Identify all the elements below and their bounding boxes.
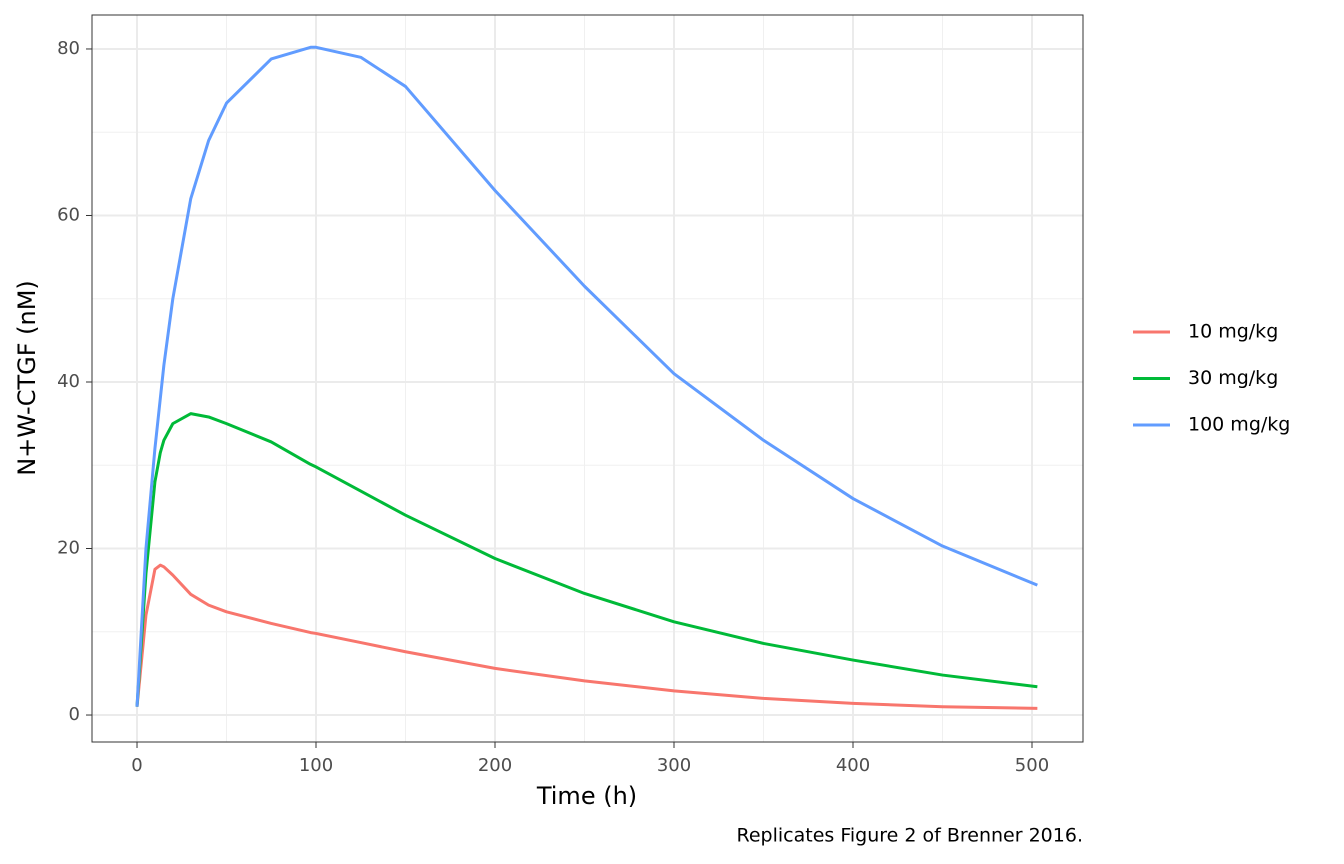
x-tick-label: 100 [299, 755, 333, 776]
series-line [135, 412, 1038, 707]
y-tick-label: 60 [57, 204, 80, 225]
y-tick-label: 80 [57, 38, 80, 59]
plot-border [91, 14, 1084, 743]
y-axis-title: N+W-CTGF (nM) [13, 280, 41, 476]
y-tick-label: 20 [57, 538, 80, 559]
legend-label: 100 mg/kg [1188, 414, 1290, 436]
legend-label: 30 mg/kg [1188, 367, 1278, 389]
legend-label: 10 mg/kg [1188, 321, 1278, 343]
x-tick-label: 300 [657, 755, 691, 776]
caption: Replicates Figure 2 of Brenner 2016. [737, 825, 1084, 847]
x-axis-title: Time (h) [536, 782, 637, 810]
series-line [135, 563, 1038, 710]
x-tick-label: 0 [131, 755, 142, 776]
series-line [135, 45, 1038, 707]
y-tick-label: 0 [69, 704, 80, 725]
y-tick-label: 40 [57, 371, 80, 392]
x-tick-label: 400 [836, 755, 870, 776]
x-tick-label: 500 [1015, 755, 1049, 776]
x-tick-label: 200 [478, 755, 512, 776]
